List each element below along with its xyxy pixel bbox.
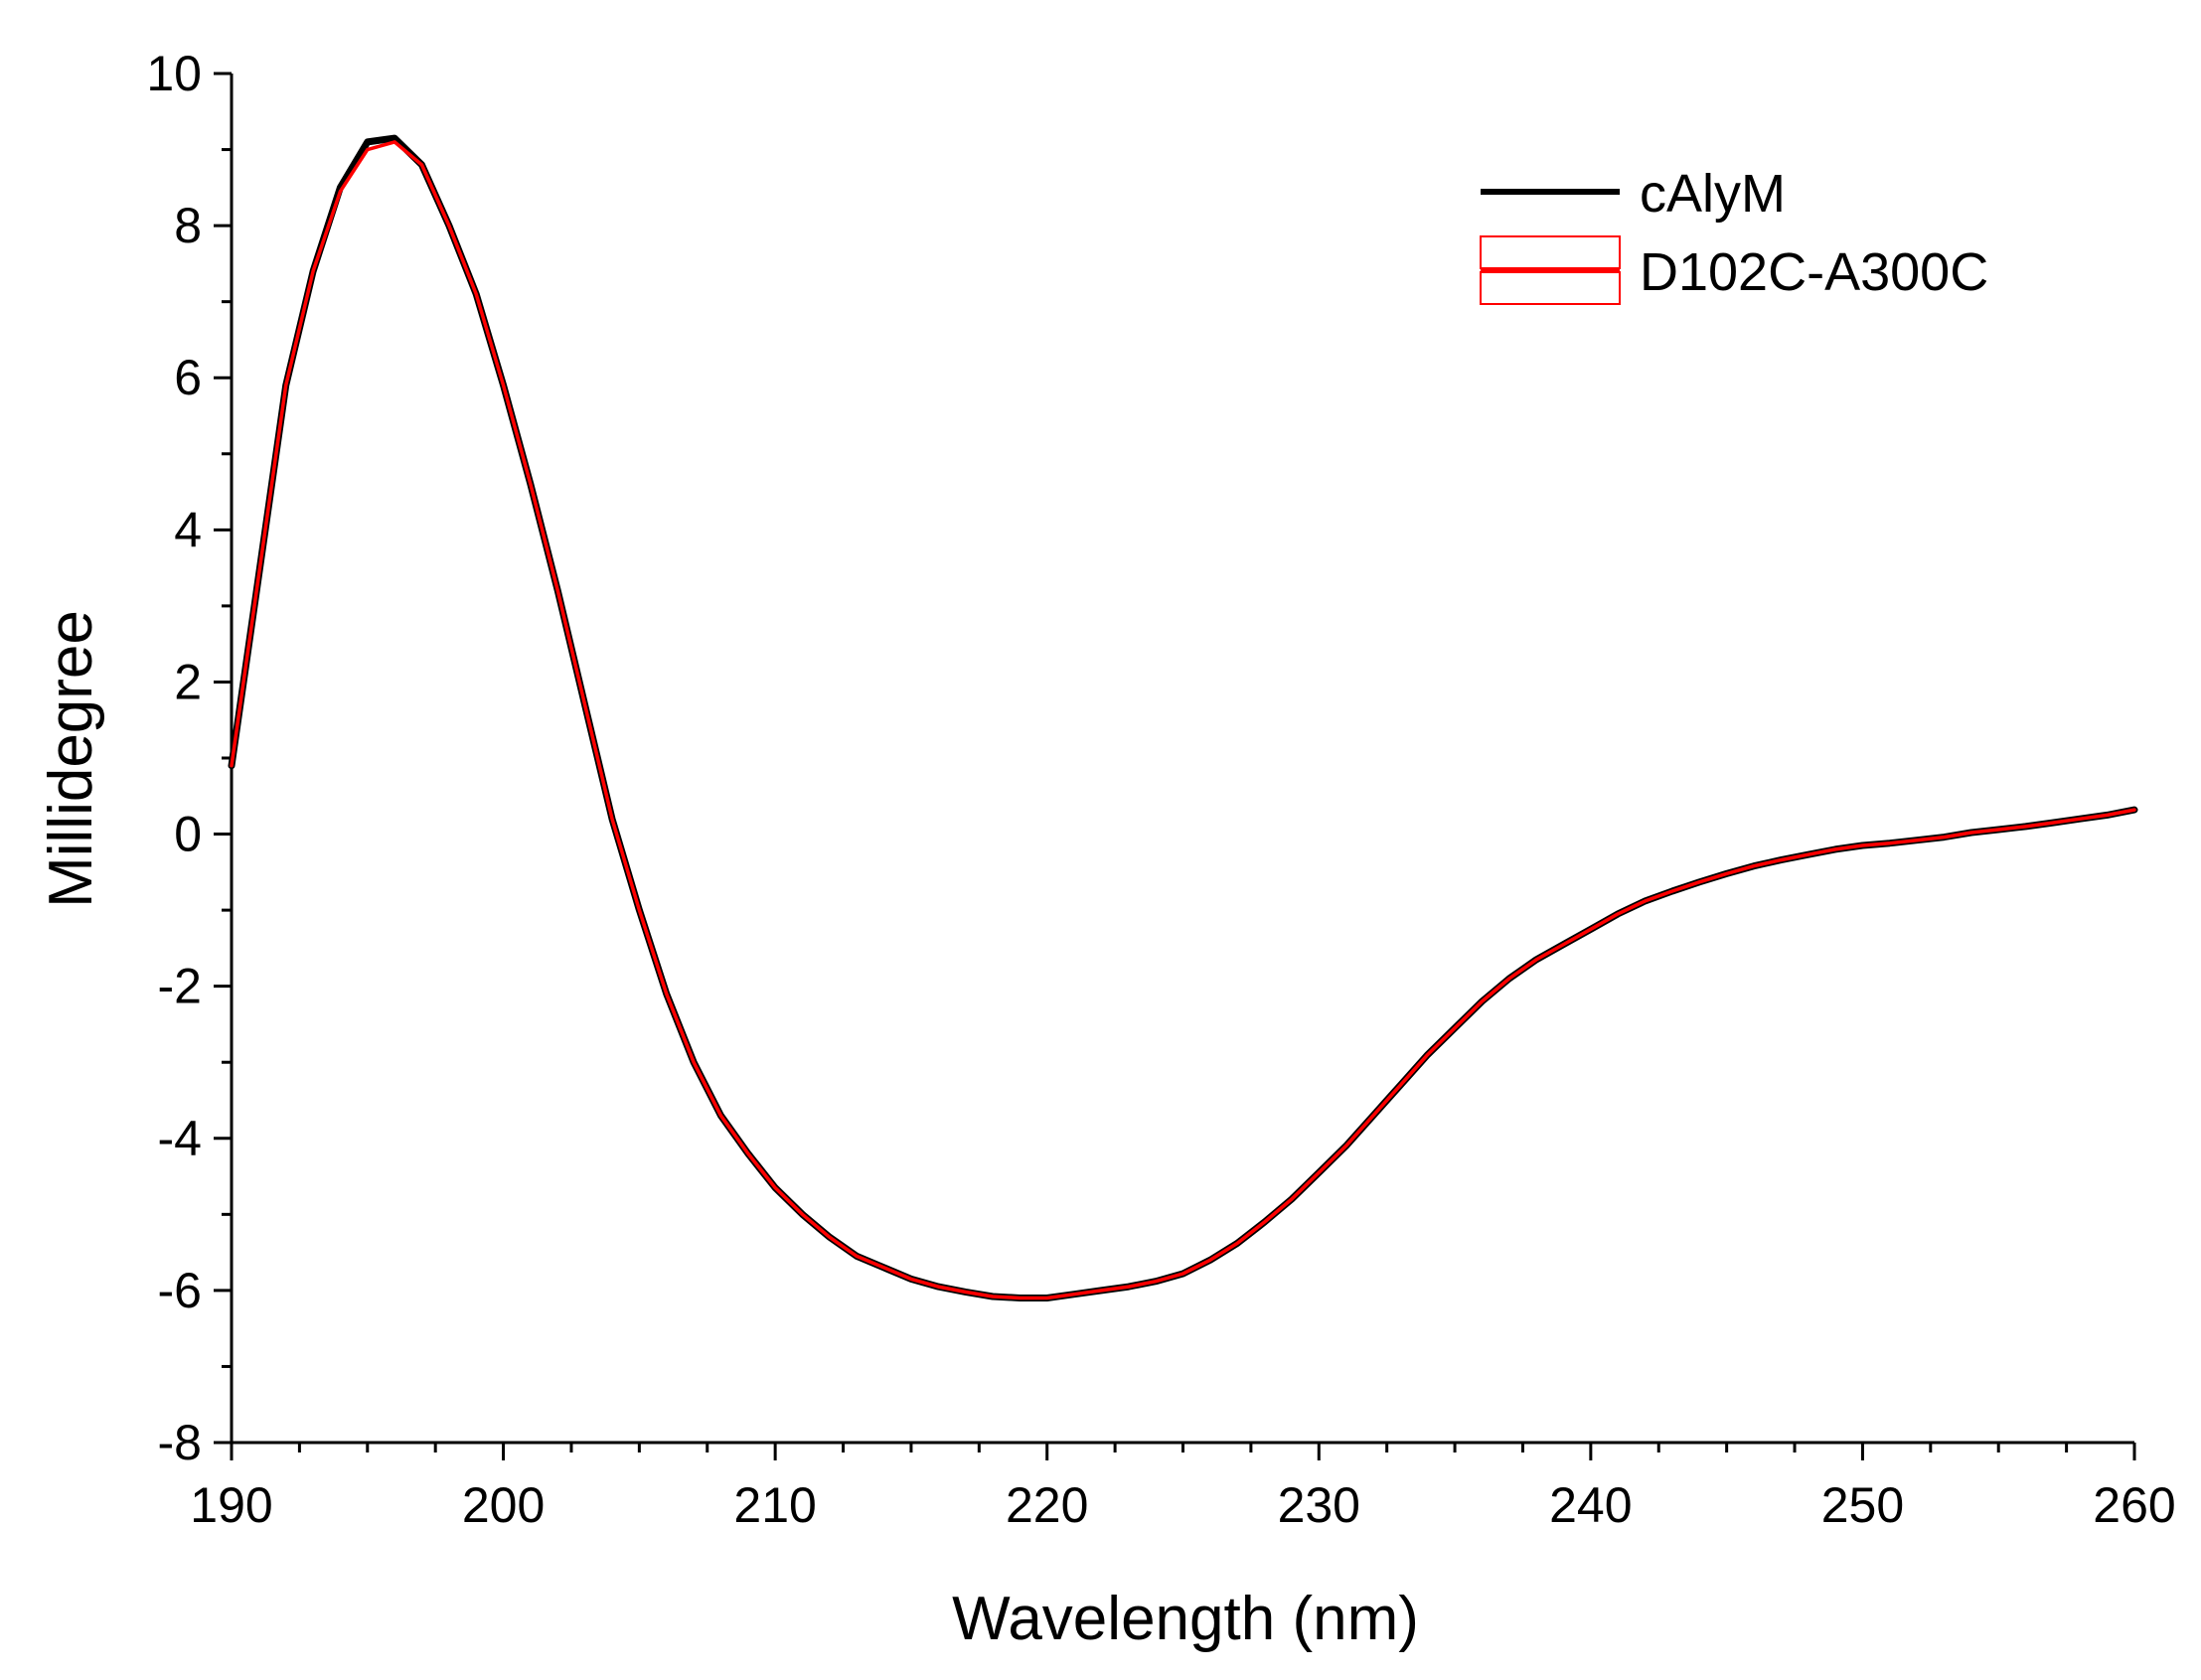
x-tick-label: 190 bbox=[190, 1477, 272, 1533]
y-tick-label: 4 bbox=[174, 502, 202, 557]
y-axis-title: Millidegree bbox=[37, 610, 105, 908]
x-tick-label: 240 bbox=[1549, 1477, 1632, 1533]
y-tick-label: 10 bbox=[146, 46, 202, 101]
y-tick-label: -6 bbox=[158, 1263, 202, 1318]
x-axis-title: Wavelength (nm) bbox=[952, 1585, 1419, 1653]
y-tick-label: -8 bbox=[158, 1415, 202, 1470]
legend-label-calym: cAlyM bbox=[1640, 164, 1786, 224]
x-tick-label: 230 bbox=[1278, 1477, 1360, 1533]
x-tick-label: 260 bbox=[2093, 1477, 2175, 1533]
y-tick-label: -2 bbox=[158, 959, 202, 1014]
x-tick-label: 250 bbox=[1821, 1477, 1904, 1533]
legend: cAlyM D102C-A300C bbox=[1480, 164, 1988, 305]
y-tick-label: 2 bbox=[174, 654, 202, 709]
legend-label-d102c-a300c: D102C-A300C bbox=[1640, 242, 1988, 302]
x-tick-label: 200 bbox=[462, 1477, 545, 1533]
y-tick-label: 8 bbox=[174, 198, 202, 253]
x-tick-label: 210 bbox=[733, 1477, 816, 1533]
x-tick-label: 220 bbox=[1006, 1477, 1088, 1533]
y-tick-label: 6 bbox=[174, 350, 202, 405]
series-line-d102c-a300c bbox=[230, 140, 2136, 1300]
y-tick-label: -4 bbox=[158, 1111, 202, 1166]
y-tick-label: 0 bbox=[174, 807, 202, 862]
series-layer bbox=[228, 134, 2138, 1301]
